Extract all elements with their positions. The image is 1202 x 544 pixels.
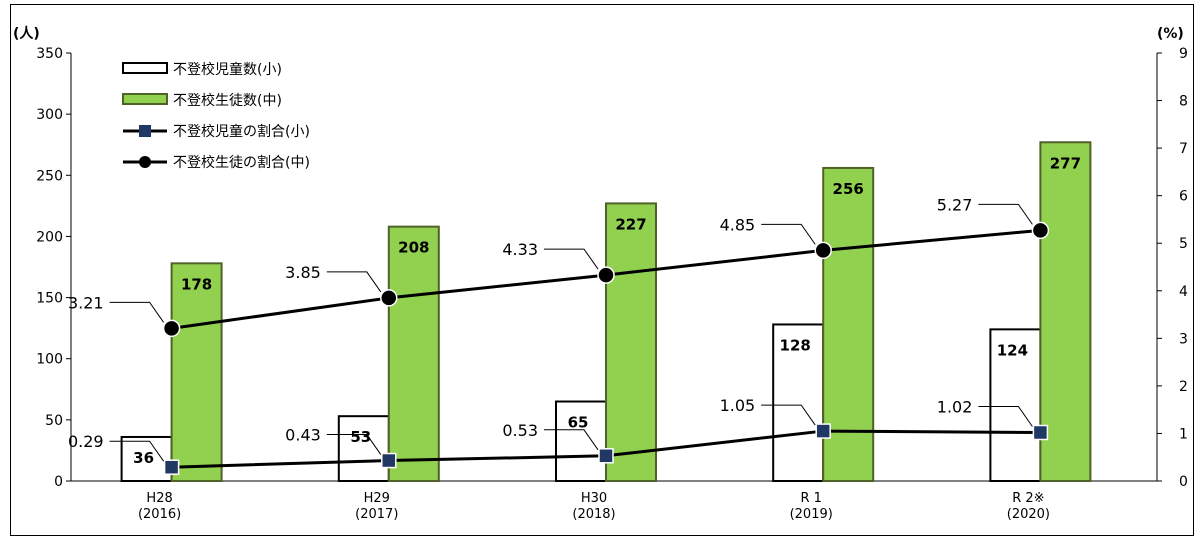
x-tick-label: R 2※ bbox=[1012, 491, 1044, 506]
left-tick-label: 300 bbox=[36, 107, 63, 123]
right-axis-unit: (%) bbox=[1157, 26, 1184, 42]
legend-label: 不登校生徒の割合(中) bbox=[173, 154, 310, 171]
bar-label-junior: 208 bbox=[398, 239, 429, 257]
bar-label-junior: 277 bbox=[1050, 154, 1081, 172]
data-label-rate: 3.21 bbox=[68, 293, 104, 312]
left-tick-label: 200 bbox=[36, 229, 63, 245]
bar-label-elementary: 65 bbox=[568, 414, 589, 432]
data-label-leader bbox=[544, 248, 599, 270]
data-label-leader bbox=[326, 271, 382, 293]
legend-label: 不登校児童の割合(小) bbox=[173, 123, 310, 140]
data-label-rate: 4.85 bbox=[720, 215, 756, 234]
left-tick-label: 50 bbox=[45, 413, 63, 429]
point-junior-rate bbox=[597, 266, 615, 284]
data-label-rate: 0.29 bbox=[68, 432, 104, 451]
data-label-leader bbox=[978, 203, 1033, 225]
left-tick-label: 150 bbox=[36, 291, 63, 307]
right-tick-label: 8 bbox=[1179, 94, 1188, 110]
bar-junior bbox=[170, 262, 223, 482]
bar-label-elementary: 128 bbox=[780, 336, 811, 354]
point-elementary-rate bbox=[598, 448, 614, 464]
x-tick-label: H30 bbox=[581, 491, 607, 506]
data-label-leader bbox=[109, 440, 165, 462]
legend-marker-circle bbox=[139, 156, 151, 168]
data-label-rate: 3.85 bbox=[285, 263, 321, 282]
right-tick-label: 1 bbox=[1179, 426, 1188, 442]
x-tick-label-year: (2016) bbox=[138, 507, 181, 522]
point-elementary-rate bbox=[381, 452, 397, 469]
point-junior-rate bbox=[162, 319, 181, 338]
left-tick-label: 100 bbox=[36, 352, 63, 368]
left-tick-label: 250 bbox=[36, 168, 63, 184]
bar-label-junior: 178 bbox=[181, 275, 212, 293]
legend-label: 不登校生徒数(中) bbox=[173, 92, 282, 109]
data-label-rate: 1.02 bbox=[937, 397, 973, 416]
right-tick-label: 6 bbox=[1179, 189, 1188, 205]
right-tick-label: 5 bbox=[1179, 236, 1188, 252]
left-tick-label: 0 bbox=[54, 474, 63, 490]
bar-elementary bbox=[989, 328, 1042, 483]
data-label-rate: 0.43 bbox=[285, 426, 321, 445]
right-tick-label: 2 bbox=[1179, 379, 1188, 395]
right-tick-label: 0 bbox=[1179, 474, 1188, 490]
x-tick-label-year: (2019) bbox=[790, 507, 833, 522]
bar-label-elementary: 53 bbox=[350, 428, 371, 446]
point-elementary-rate bbox=[163, 459, 180, 475]
bar-junior bbox=[605, 202, 657, 482]
point-elementary-rate bbox=[815, 423, 831, 439]
data-label-rate: 0.53 bbox=[502, 421, 538, 440]
point-junior-rate bbox=[380, 289, 398, 307]
x-tick-label: H28 bbox=[146, 491, 172, 506]
right-tick-label: 4 bbox=[1179, 284, 1188, 300]
right-tick-label: 7 bbox=[1179, 141, 1188, 157]
x-tick-label-year: (2020) bbox=[1007, 507, 1050, 522]
bar-label-elementary: 36 bbox=[133, 449, 154, 467]
chart-frame: 0 50 100 150 200 250 300 350 0 1 2 3 4 5 6 7 8 9 (人) (%) H28… bbox=[10, 4, 1194, 536]
bar-junior bbox=[387, 225, 440, 482]
x-tick-label-year: (2018) bbox=[572, 507, 615, 522]
data-label-rate: 4.33 bbox=[502, 240, 538, 259]
combo-chart: 0 50 100 150 200 250 300 350 0 1 2 3 4 5 6 7 8 9 (人) (%) H28… bbox=[13, 25, 1188, 522]
bar-junior bbox=[1039, 141, 1092, 482]
bar-junior bbox=[822, 166, 875, 482]
bar-elementary bbox=[337, 415, 390, 482]
legend-swatch-bar bbox=[122, 62, 168, 74]
x-tick-label-year: (2017) bbox=[355, 507, 398, 522]
bar-label-junior: 227 bbox=[615, 215, 646, 233]
point-junior-rate bbox=[814, 241, 832, 260]
left-tick-label: 350 bbox=[36, 46, 63, 62]
data-label-rate: 5.27 bbox=[937, 195, 973, 214]
data-label-leader bbox=[109, 301, 165, 323]
data-label-leader bbox=[761, 404, 816, 426]
x-tick-label: R 1 bbox=[800, 491, 821, 506]
data-label-leader bbox=[978, 405, 1033, 427]
right-tick-label: 3 bbox=[1179, 331, 1188, 347]
left-axis-unit: (人) bbox=[13, 25, 40, 42]
legend-label: 不登校児童数(小) bbox=[173, 61, 282, 78]
point-junior-rate bbox=[1031, 221, 1050, 240]
x-tick-label: H29 bbox=[364, 491, 390, 506]
legend-swatch-bar bbox=[122, 93, 168, 105]
right-tick-label: 9 bbox=[1179, 46, 1188, 62]
bar-label-junior: 256 bbox=[833, 180, 864, 198]
bar-label-elementary: 124 bbox=[997, 341, 1028, 359]
point-elementary-rate bbox=[1032, 424, 1049, 441]
data-label-leader bbox=[544, 429, 599, 451]
data-label-leader bbox=[326, 434, 382, 455]
data-label-rate: 1.05 bbox=[720, 396, 756, 415]
data-label-leader bbox=[761, 223, 816, 245]
legend-marker-square bbox=[139, 125, 151, 137]
